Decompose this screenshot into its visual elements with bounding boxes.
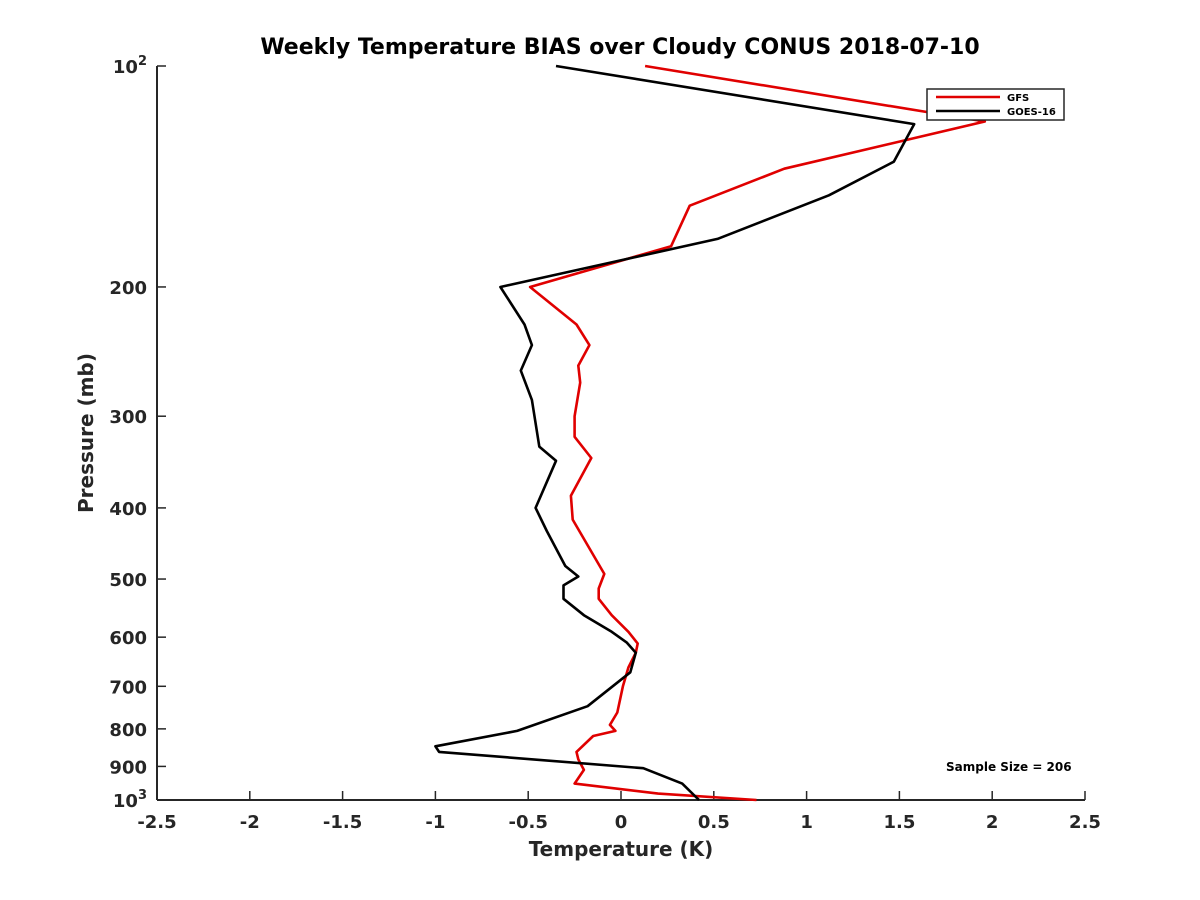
x-tick-label: 2.5 (1069, 812, 1101, 833)
series-line-goes-16 (434, 64, 916, 801)
y-tick-label: 200 (109, 278, 147, 299)
x-tick-label: 1 (800, 812, 813, 833)
y-tick-label: 700 (109, 677, 147, 698)
y-axis-ticks: 102 200 300 400 500 600 700 800 900 103 (109, 54, 166, 812)
legend-label-goes16: GOES-16 (1007, 107, 1056, 118)
y-axis-label: Pressure (mb) (74, 353, 98, 513)
x-tick-label: 1.5 (883, 812, 915, 833)
chart-legend: GFS GOES-16 (926, 88, 1065, 121)
y-tick-label: 300 (109, 407, 147, 428)
y-tick-label: 500 (109, 570, 147, 591)
series-layer (434, 64, 987, 802)
x-axis-ticks: -2.5 -2 -1.5 -1 -0.5 0 0.5 1 1.5 2 2.5 (137, 791, 1101, 833)
y-tick-label: 900 (109, 757, 147, 778)
x-axis-label: Temperature (K) (529, 837, 714, 861)
x-tick-label: 2 (986, 812, 999, 833)
x-tick-label: -0.5 (509, 812, 548, 833)
legend-box (926, 88, 1065, 121)
chart-title: Weekly Temperature BIAS over Cloudy CONU… (260, 35, 979, 60)
x-tick-label: 0 (615, 812, 628, 833)
x-tick-label: -1 (425, 812, 445, 833)
x-tick-label: -2.5 (137, 812, 176, 833)
series-line-gfs (528, 64, 987, 802)
x-tick-label: -2 (240, 812, 260, 833)
legend-label-gfs: GFS (1007, 93, 1029, 104)
y-tick-label: 400 (109, 499, 147, 520)
sample-size-annotation: Sample Size = 206 (946, 760, 1072, 774)
y-tick-label: 600 (109, 628, 147, 649)
y-tick-label: 103 (113, 788, 147, 812)
x-tick-label: -1.5 (323, 812, 362, 833)
y-tick-label: 800 (109, 720, 147, 741)
x-tick-label: 0.5 (698, 812, 730, 833)
y-tick-label: 102 (113, 54, 147, 78)
